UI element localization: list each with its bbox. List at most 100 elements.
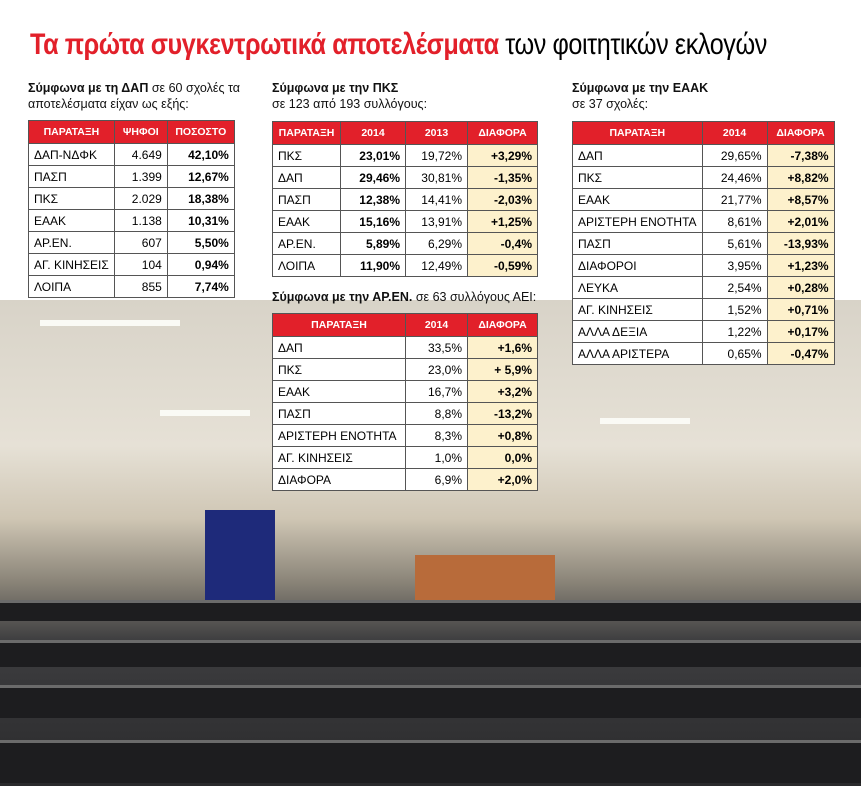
value-cell: 12,38% bbox=[340, 188, 406, 211]
party-cell: ΑΛΛΑ ΑΡΙΣΤΕΡΑ bbox=[572, 342, 703, 365]
bench bbox=[0, 640, 861, 667]
value-cell: 2.029 bbox=[113, 187, 168, 210]
value-cell: 21,77% bbox=[701, 188, 768, 211]
header-row: ΠΑΡΑΤΑΞΗ 2014 2013 ΔΙΑΦΟΡΑ bbox=[272, 121, 538, 145]
table-caption: Σύμφωνα με την ΠΚΣ σε 123 από 193 συλλόγο… bbox=[272, 80, 542, 112]
party-cell: ΠΑΣΠ bbox=[28, 165, 115, 188]
party-cell: ΛΟΙΠΑ bbox=[28, 275, 115, 298]
table-row: ΕΑΑΚ 15,16% 13,91% +1,25% bbox=[272, 210, 538, 233]
party-cell: ΔΑΠ-ΝΔΦΚ bbox=[28, 143, 115, 166]
table-row: ΑΛΛΑ ΔΕΞΙΑ 1,22% +0,17% bbox=[572, 320, 835, 343]
value-cell: 6,29% bbox=[405, 232, 468, 255]
value-cell: 33,5% bbox=[405, 336, 468, 359]
party-cell: ΑΓ. ΚΙΝΗΣΕΙΣ bbox=[572, 298, 703, 321]
value-cell: -0,47% bbox=[766, 342, 835, 365]
column-header: ΠΑΡΑΤΑΞΗ bbox=[272, 313, 406, 337]
value-cell: 29,65% bbox=[701, 144, 768, 167]
table-row: ΑΓ. ΚΙΝΗΣΕΙΣ 104 0,94% bbox=[28, 253, 235, 276]
headline-rest: των φοιτητικών εκλογών bbox=[505, 28, 767, 61]
value-cell: 8,8% bbox=[405, 402, 468, 425]
table-row: ΑΓ. ΚΙΝΗΣΕΙΣ 1,0% 0,0% bbox=[272, 446, 538, 469]
value-cell: +1,6% bbox=[467, 336, 538, 359]
value-cell: 4.649 bbox=[113, 143, 168, 166]
value-cell: 15,16% bbox=[340, 210, 406, 233]
party-cell: ΑΡΙΣΤΕΡΗ ΕΝΟΤΗΤΑ bbox=[272, 424, 406, 447]
value-cell: 18,38% bbox=[166, 187, 235, 210]
party-cell: ΔΙΑΦΟΡΑ bbox=[272, 468, 406, 491]
bench bbox=[0, 600, 861, 621]
table-row: ΑΡ.ΕΝ. 607 5,50% bbox=[28, 231, 235, 254]
table-row: ΑΡΙΣΤΕΡΗ ΕΝΟΤΗΤΑ 8,61% +2,01% bbox=[572, 210, 835, 233]
value-cell: +2,0% bbox=[467, 468, 538, 491]
party-cell: ΑΡ.ΕΝ. bbox=[28, 231, 115, 254]
party-cell: ΕΑΑΚ bbox=[28, 209, 115, 232]
value-cell: 14,41% bbox=[405, 188, 468, 211]
column-header: ΨΗΦΟΙ bbox=[113, 120, 168, 144]
column-header: 2014 bbox=[340, 121, 406, 145]
value-cell: 42,10% bbox=[166, 143, 235, 166]
table-row: ΔΙΑΦΟΡΑ 6,9% +2,0% bbox=[272, 468, 538, 491]
party-cell: ΕΑΑΚ bbox=[272, 210, 341, 233]
value-cell: +1,23% bbox=[766, 254, 835, 277]
value-cell: 7,74% bbox=[166, 275, 235, 298]
table-row: ΔΑΠ 29,65% -7,38% bbox=[572, 144, 835, 167]
value-cell: +0,17% bbox=[766, 320, 835, 343]
table-caption: Σύμφωνα με την ΑΡ.ΕΝ. σε 63 συλλόγους ΑΕ… bbox=[272, 289, 562, 305]
caption-bold: Σύμφωνα με την ΠΚΣ bbox=[272, 81, 399, 95]
value-cell: 5,61% bbox=[701, 232, 768, 255]
table-row: ΛΕΥΚΑ 2,54% +0,28% bbox=[572, 276, 835, 299]
table-row: ΑΡΙΣΤΕΡΗ ΕΝΟΤΗΤΑ 8,3% +0,8% bbox=[272, 424, 538, 447]
value-cell: -13,2% bbox=[467, 402, 538, 425]
value-cell: 16,7% bbox=[405, 380, 468, 403]
table-caption: Σύμφωνα με την ΕΑΑΚ σε 37 σχολές: bbox=[572, 80, 832, 112]
value-cell: +0,8% bbox=[467, 424, 538, 447]
party-cell: ΕΑΑΚ bbox=[272, 380, 406, 403]
value-cell: -13,93% bbox=[766, 232, 835, 255]
table-row: ΕΑΑΚ 1.138 10,31% bbox=[28, 209, 235, 232]
value-cell: -0,59% bbox=[467, 254, 538, 277]
column-header: ΠΑΡΑΤΑΞΗ bbox=[28, 120, 115, 144]
party-cell: ΠΑΣΠ bbox=[572, 232, 703, 255]
table-row: ΛΟΙΠΑ 855 7,74% bbox=[28, 275, 235, 298]
header-row: ΠΑΡΑΤΑΞΗ 2014 ΔΙΑΦΟΡΑ bbox=[272, 313, 538, 337]
header-row: ΠΑΡΑΤΑΞΗ 2014 ΔΙΑΦΟΡΑ bbox=[572, 121, 835, 145]
party-cell: ΔΑΠ bbox=[572, 144, 703, 167]
party-cell: ΛΟΙΠΑ bbox=[272, 254, 341, 277]
headline: Τα πρώτα συγκεντρωτικά αποτελέσματα των … bbox=[30, 28, 767, 62]
caption-text: σε 123 από 193 συλλόγους: bbox=[272, 97, 428, 111]
value-cell: 607 bbox=[113, 231, 168, 254]
table-row: ΑΛΛΑ ΑΡΙΣΤΕΡΑ 0,65% -0,47% bbox=[572, 342, 835, 365]
party-cell: ΑΛΛΑ ΔΕΞΙΑ bbox=[572, 320, 703, 343]
table-row: ΔΙΑΦΟΡΟΙ 3,95% +1,23% bbox=[572, 254, 835, 277]
value-cell: 1.399 bbox=[113, 165, 168, 188]
ceiling-light bbox=[160, 410, 250, 416]
value-cell: 10,31% bbox=[166, 209, 235, 232]
value-cell: 6,9% bbox=[405, 468, 468, 491]
value-cell: 24,46% bbox=[701, 166, 768, 189]
value-cell: 13,91% bbox=[405, 210, 468, 233]
bench bbox=[0, 740, 861, 783]
caption-bold: Σύμφωνα με την ΑΡ.ΕΝ. bbox=[272, 290, 413, 304]
value-cell: +2,01% bbox=[766, 210, 835, 233]
column-header: ΔΙΑΦΟΡΑ bbox=[467, 121, 538, 145]
value-cell: +3,29% bbox=[467, 144, 538, 167]
value-cell: 855 bbox=[113, 275, 168, 298]
table-row: ΠΑΣΠ 1.399 12,67% bbox=[28, 165, 235, 188]
party-cell: ΛΕΥΚΑ bbox=[572, 276, 703, 299]
party-cell: ΔΙΑΦΟΡΟΙ bbox=[572, 254, 703, 277]
value-cell: 3,95% bbox=[701, 254, 768, 277]
table-row: ΠΑΣΠ 12,38% 14,41% -2,03% bbox=[272, 188, 538, 211]
table-row: ΠΑΣΠ 8,8% -13,2% bbox=[272, 402, 538, 425]
party-cell: ΠΚΣ bbox=[272, 358, 406, 381]
party-cell: ΠΚΣ bbox=[572, 166, 703, 189]
ceiling-light bbox=[40, 320, 180, 326]
party-cell: ΠΑΣΠ bbox=[272, 402, 406, 425]
value-cell: +1,25% bbox=[467, 210, 538, 233]
table-row: ΔΑΠ 33,5% +1,6% bbox=[272, 336, 538, 359]
value-cell: 8,61% bbox=[701, 210, 768, 233]
caption-bold: Σύμφωνα με την ΕΑΑΚ bbox=[572, 81, 709, 95]
value-cell: 11,90% bbox=[340, 254, 406, 277]
party-cell: ΠΚΣ bbox=[28, 187, 115, 210]
value-cell: 1,22% bbox=[701, 320, 768, 343]
